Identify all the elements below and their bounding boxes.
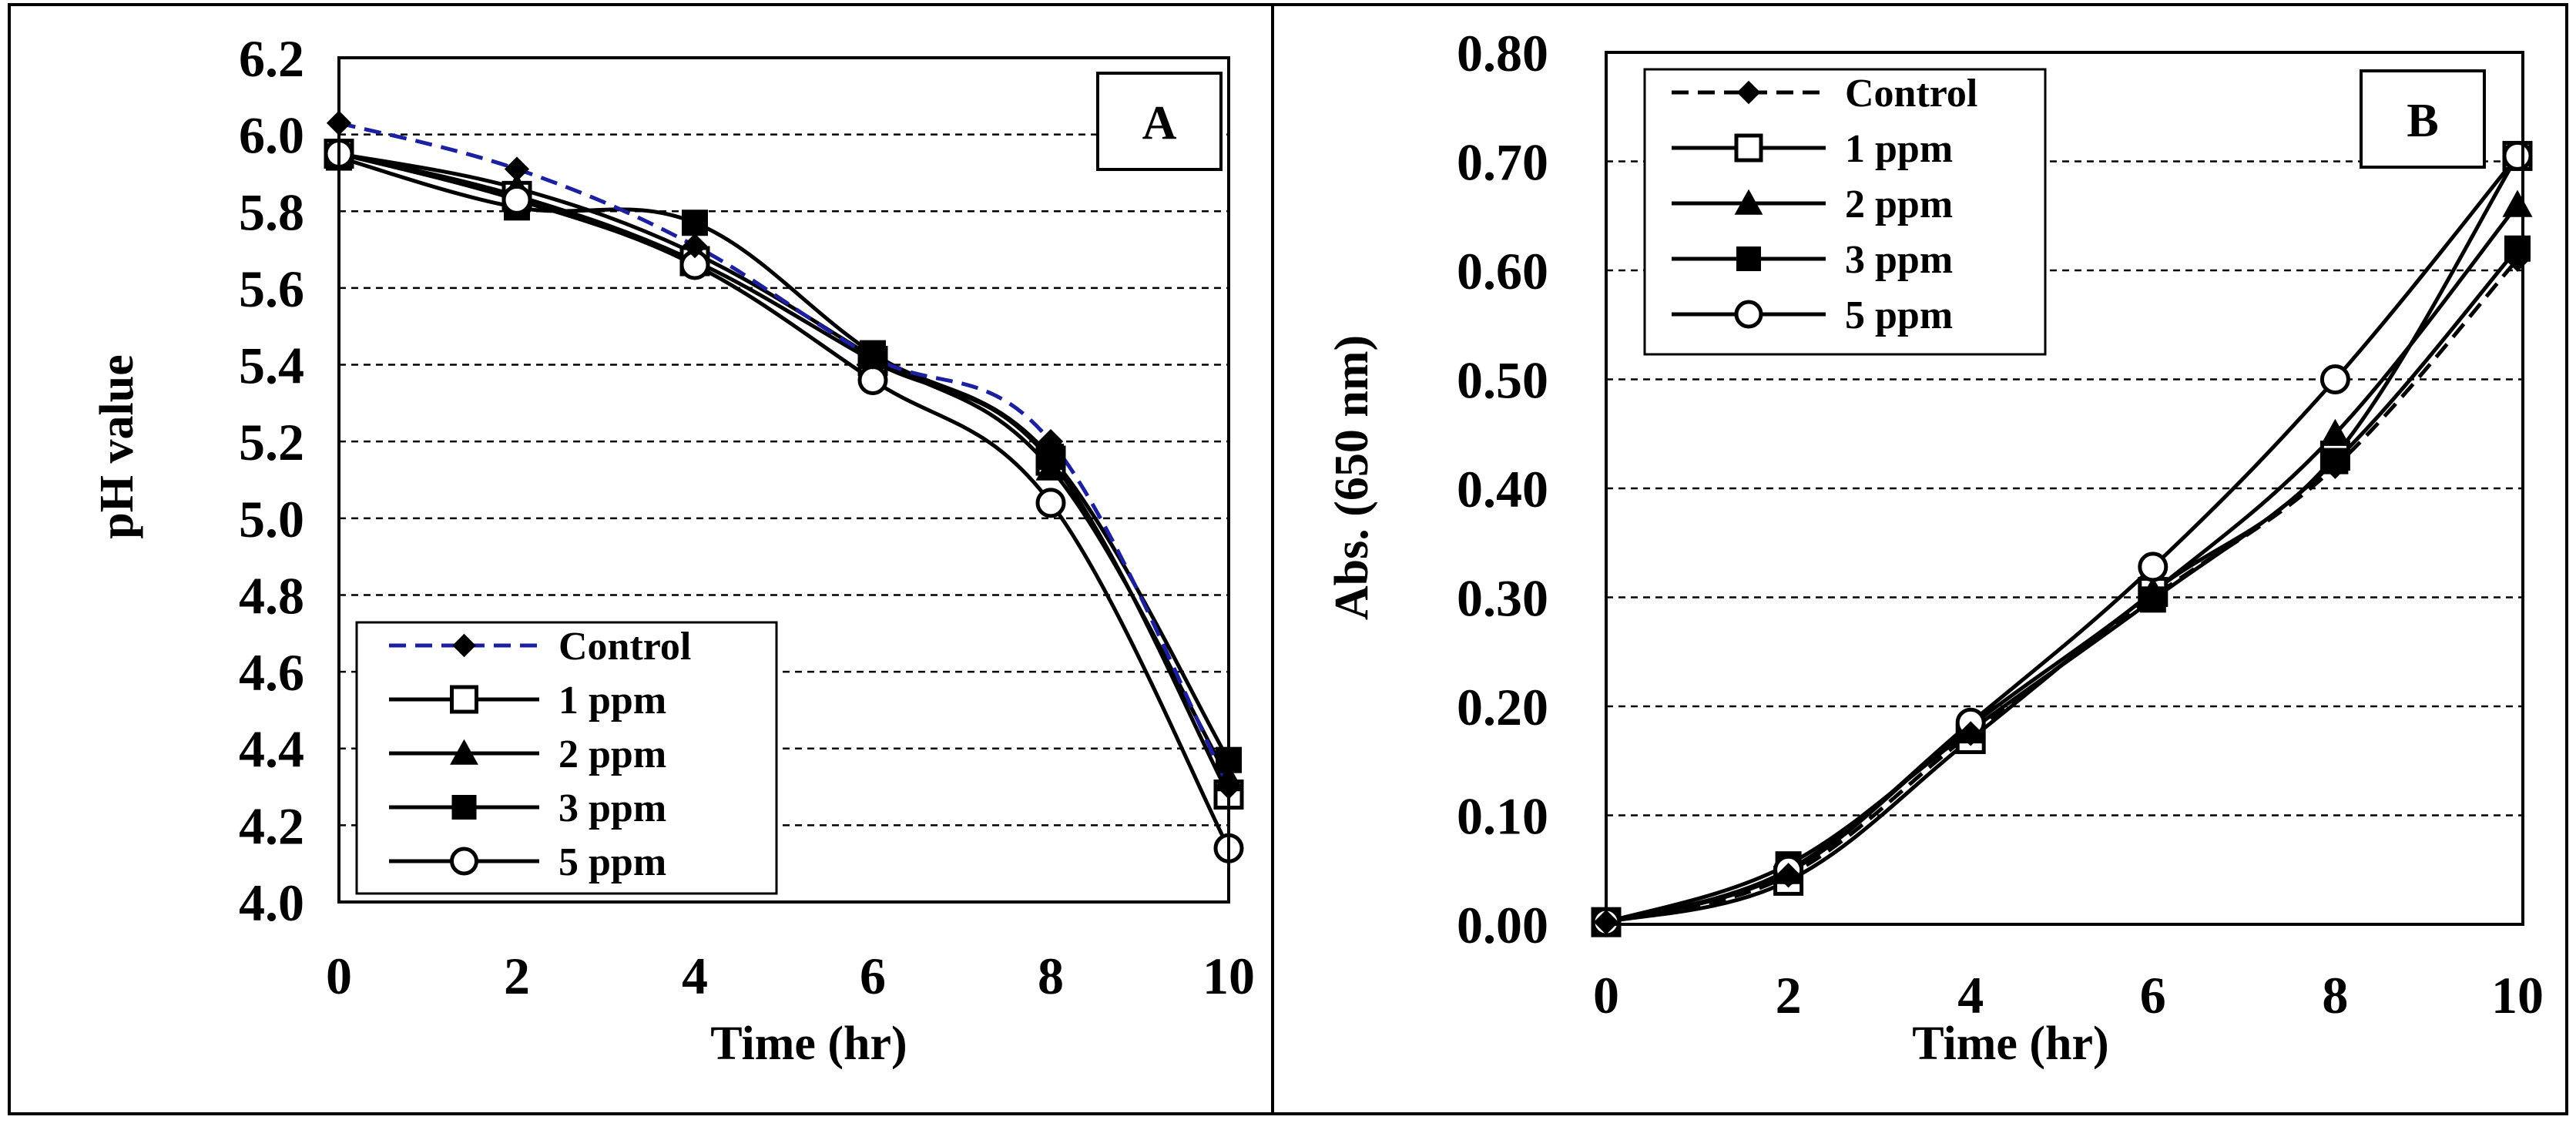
- panel-b-x-tick-label: 2: [1776, 966, 1802, 1024]
- panel-a-data-point: [682, 210, 708, 236]
- panel-b-gridlines: [1606, 160, 2523, 816]
- panel-b-data-point: [2140, 585, 2165, 610]
- panel-a-y-tick-label: 4.0: [239, 873, 304, 932]
- panel-a-data-point: [860, 344, 886, 370]
- panel-b-y-tick-label: 0.60: [1457, 242, 1548, 300]
- panel-b-legend-label: 2 ppm: [1845, 183, 1953, 226]
- panel-b-series-line: [1605, 258, 2519, 924]
- panel-b-data-point: [2502, 189, 2533, 217]
- panel-b-legend-box: [1643, 68, 2047, 356]
- panel-b-series: [1591, 140, 2533, 937]
- panel-a-y-tick-label: 5.6: [239, 260, 304, 318]
- panel-b-x-tick-label: 8: [2322, 966, 2348, 1024]
- panel-a-x-tick-label: 2: [504, 947, 530, 1005]
- panel-a-data-point: [504, 156, 530, 182]
- panel-b-y-tick-label: 0.40: [1457, 460, 1548, 518]
- panel-b-y-tick-label: 0.00: [1457, 896, 1548, 954]
- panel-b-data-point: [2138, 552, 2168, 582]
- panel-a-data-point: [682, 233, 708, 259]
- panel-a-y-tick-label: 6.0: [239, 106, 304, 165]
- panel-b-data-point: [1958, 721, 1984, 746]
- panel-b: Abs. (650 nm) Time (hr) 0.00 0.10 0.20 0.30…: [1326, 24, 2544, 1070]
- panel-b-data-point: [1776, 863, 1801, 888]
- panel-a-series: [324, 110, 1244, 863]
- panel-b-data-point: [2502, 140, 2533, 171]
- panel-a-y-ticks: 4.0 4.2 4.4 4.6 4.8 5.0 5.2 5.4 5.6 5.8 6.0 6.2: [239, 29, 304, 932]
- panel-a-x-tick-label: 6: [860, 947, 886, 1005]
- panel-a-legend-box: [355, 621, 778, 895]
- panel-b-legend-label: 5 ppm: [1845, 293, 1953, 337]
- panel-a-legend-label: 5 ppm: [558, 840, 666, 884]
- panel-a-y-tick-label: 4.2: [239, 796, 304, 855]
- panel-a-x-tick-label: 4: [682, 947, 708, 1005]
- panel-a-y-tick-label: 4.4: [239, 720, 304, 779]
- panel-a-legend-marker: [450, 847, 478, 876]
- panel-a-legend-marker: [452, 633, 476, 658]
- panel-b-x-tick-label: 0: [1593, 966, 1619, 1024]
- panel-a-legend-label: 1 ppm: [558, 679, 666, 723]
- panel-a: pH value Time (hr) 4.0 4.2 4.4 4.6 4.8 5.0 5.2…: [91, 29, 1255, 1070]
- panel-b-y-tick-label: 0.80: [1457, 24, 1548, 82]
- panel-b-plot-frame: [1605, 51, 2524, 926]
- panel-a-data-point: [1038, 429, 1064, 454]
- panel-b-legend-label: 1 ppm: [1845, 127, 1953, 171]
- panel-a-data-point: [501, 184, 532, 215]
- panel-b-data-point: [2323, 454, 2348, 479]
- panel-a-y-tick-label: 4.6: [239, 643, 304, 702]
- panel-b-x-tick-label: 4: [1957, 966, 1984, 1024]
- panel-b-legend-marker: [1736, 80, 1761, 105]
- panel-a-legend-label: Control: [558, 625, 691, 669]
- panel-a-letter-box: [1096, 72, 1223, 171]
- panel-a-x-ticks: 0 2 4 6 8 10: [326, 947, 1255, 1005]
- panel-b-data-point: [2319, 418, 2350, 446]
- panel-b-legend-label: 3 ppm: [1845, 238, 1953, 282]
- panel-b-legend-marker: [1734, 189, 1763, 215]
- panel-b-y-axis-label: Abs. (650 nm): [1326, 335, 1378, 620]
- figure-frame: [8, 3, 2568, 1115]
- panel-a-data-point: [1035, 488, 1066, 518]
- panel-a-y-tick-label: 5.2: [239, 413, 304, 471]
- panel-b-legend-marker: [1736, 246, 1761, 271]
- panel-a-series-line: [338, 121, 1231, 788]
- panel-b-x-tick-label: 6: [2140, 966, 2166, 1024]
- panel-b-letter-box: [2360, 69, 2486, 169]
- panel-b-y-tick-label: 0.70: [1457, 133, 1548, 192]
- panel-a-y-tick-label: 4.8: [239, 566, 304, 625]
- panel-b-x-ticks: 0 2 4 6 8 10: [1593, 966, 2544, 1024]
- panel-a-data-point: [857, 364, 888, 395]
- panel-a-legend-label: 2 ppm: [558, 733, 666, 776]
- panel-b-y-ticks: 0.00 0.10 0.20 0.30 0.40 0.50 0.60 0.70 0.80: [1457, 24, 1548, 954]
- panel-a-y-axis-label: pH value: [91, 354, 143, 538]
- panel-a-legend-marker: [450, 685, 478, 714]
- panel-b-legend-label: Control: [1845, 72, 1977, 116]
- panel-b-x-axis-label: Time (hr): [1912, 1018, 2108, 1070]
- panel-a-y-tick-label: 5.4: [239, 337, 304, 395]
- panel-a-x-tick-label: 10: [1202, 947, 1255, 1005]
- panel-b-legend-marker: [1734, 133, 1763, 163]
- panel-a-letter: A: [1142, 97, 1177, 149]
- panel-a-x-axis-label: Time (hr): [710, 1018, 907, 1070]
- panel-b-data-point: [2319, 364, 2350, 394]
- panel-a-y-tick-label: 5.0: [239, 490, 304, 548]
- panel-a-x-tick-label: 8: [1038, 947, 1064, 1005]
- panel-a-y-tick-label: 5.8: [239, 183, 304, 241]
- panel-b-y-tick-label: 0.30: [1457, 569, 1548, 628]
- panel-a-legend-label: 3 ppm: [558, 786, 666, 830]
- panel-a-legend-marker: [450, 739, 478, 765]
- panel-a-legend-marker: [451, 795, 477, 820]
- panel-a-legend: Control 1 ppm 2 ppm 3 ppm 5 ppm: [355, 621, 778, 895]
- panel-b-x-tick-label: 10: [2491, 966, 2544, 1024]
- panel-b-legend-marker: [1734, 300, 1763, 329]
- panel-b-letter: B: [2407, 95, 2438, 147]
- panel-b-legend: Control 1 ppm 2 ppm 3 ppm 5 ppm: [1643, 68, 2047, 356]
- panel-b-y-tick-label: 0.50: [1457, 351, 1548, 410]
- panel-a-y-tick-label: 6.2: [239, 29, 304, 88]
- panel-a-x-tick-label: 0: [326, 947, 352, 1005]
- panel-a-plot-frame: [337, 56, 1230, 904]
- panel-b-y-tick-label: 0.20: [1457, 678, 1548, 736]
- panel-b-y-tick-label: 0.10: [1457, 787, 1548, 846]
